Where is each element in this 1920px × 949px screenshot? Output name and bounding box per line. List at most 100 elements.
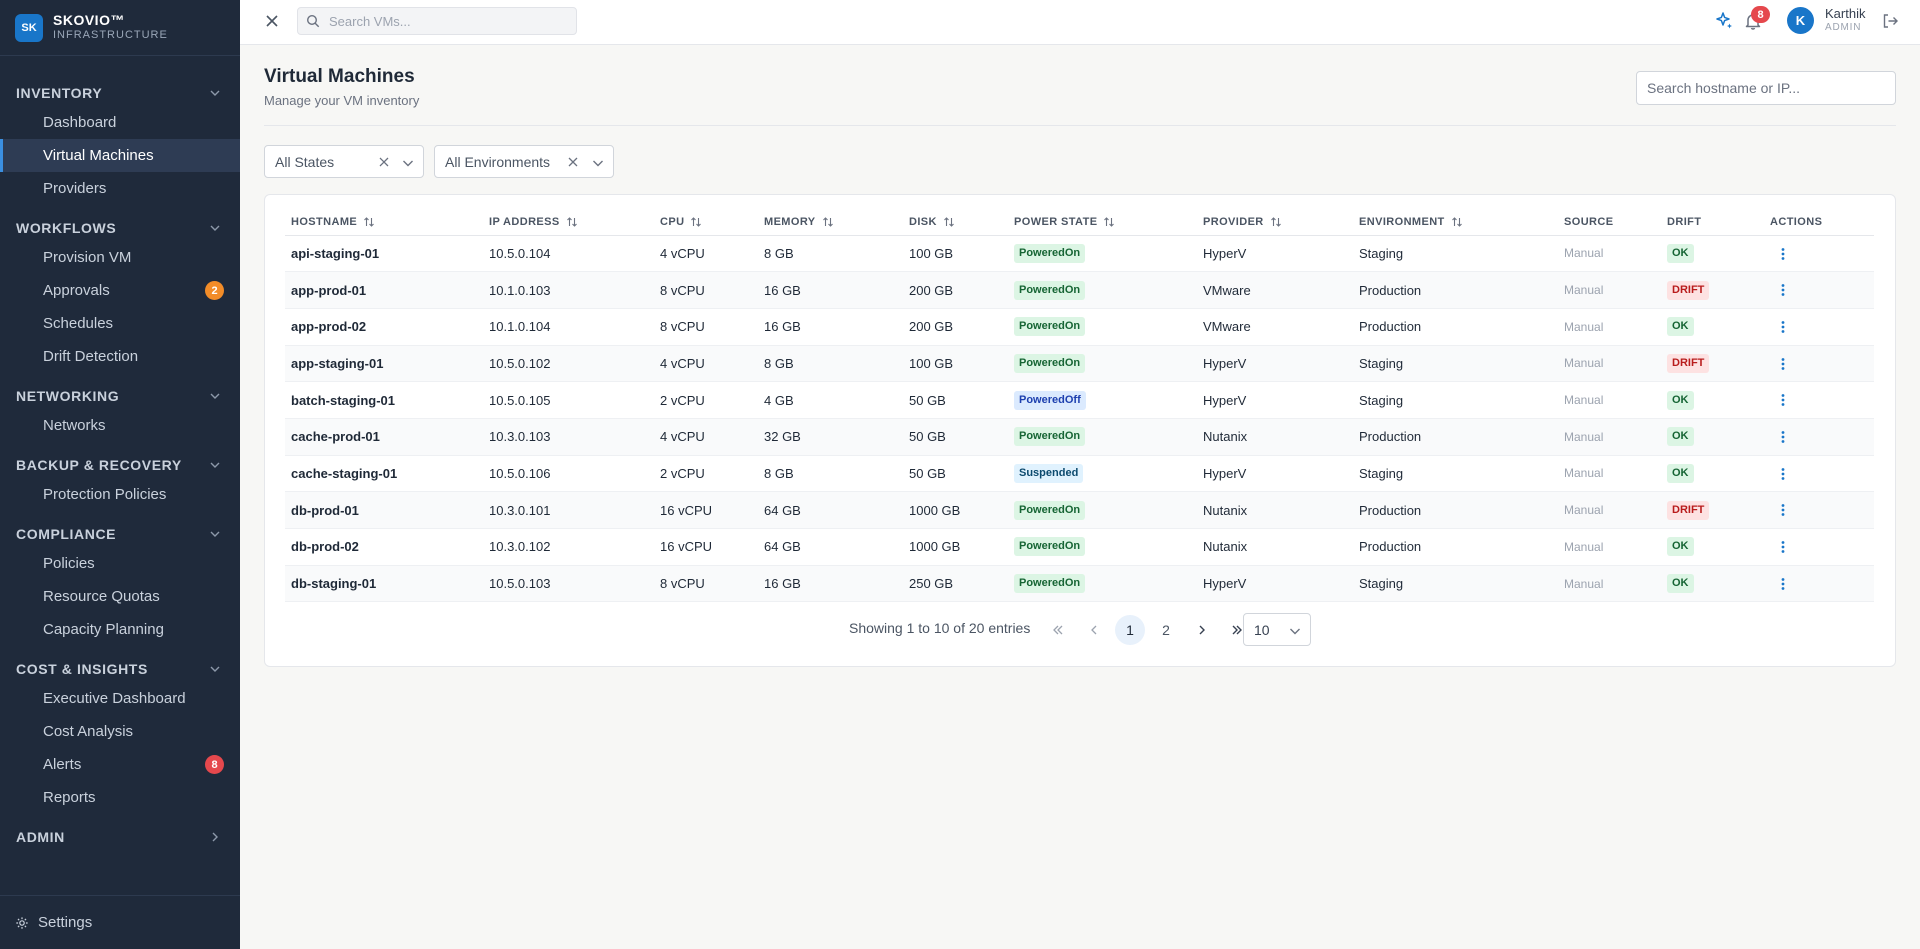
drift-badge: OK — [1667, 537, 1694, 557]
column-header-memory[interactable]: MEMORY — [758, 209, 903, 236]
page-button-2[interactable]: 2 — [1162, 622, 1170, 638]
kebab-menu-icon[interactable] — [1775, 576, 1791, 592]
sort-icon[interactable] — [943, 216, 955, 228]
sidebar-section-cost-insights[interactable]: COST & INSIGHTS — [0, 656, 240, 682]
cell-ip: 10.1.0.103 — [483, 271, 654, 309]
sidebar-item-executive-dashboard[interactable]: Executive Dashboard — [0, 682, 240, 715]
sidebar-item-policies[interactable]: Policies — [0, 547, 240, 580]
avatar[interactable]: K — [1787, 7, 1814, 34]
sidebar-item-protection-policies[interactable]: Protection Policies — [0, 478, 240, 511]
cell-actions — [1764, 308, 1874, 346]
cell-ip: 10.1.0.104 — [483, 308, 654, 346]
sidebar-section-admin[interactable]: ADMIN — [0, 824, 240, 850]
sidebar-section-inventory[interactable]: INVENTORY — [0, 80, 240, 106]
kebab-menu-icon[interactable] — [1775, 356, 1791, 372]
prev-page-button[interactable] — [1079, 615, 1109, 645]
ai-sparkle-icon[interactable] — [1713, 10, 1735, 32]
vm-search-input[interactable] — [329, 13, 559, 29]
column-header-hostname[interactable]: HOSTNAME — [285, 209, 483, 236]
sidebar-item-approvals[interactable]: Approvals 2 — [0, 274, 240, 307]
sort-icon[interactable] — [566, 216, 578, 228]
sidebar-item-label: Schedules — [43, 315, 114, 332]
cell-hostname: app-prod-02 — [285, 308, 483, 346]
kebab-menu-icon[interactable] — [1775, 466, 1791, 482]
sort-icon[interactable] — [690, 216, 702, 228]
column-header-environment[interactable]: ENVIRONMENT — [1353, 209, 1558, 236]
kebab-menu-icon[interactable] — [1775, 429, 1791, 445]
table-row[interactable]: batch-staging-01 10.5.0.105 2 vCPU 4 GB 50 G… — [285, 381, 1874, 419]
table-row[interactable]: app-prod-01 10.1.0.103 8 vCPU 16 GB 200 GB Po… — [285, 271, 1874, 309]
column-header-cpu[interactable]: CPU — [654, 209, 758, 236]
logout-icon[interactable] — [1881, 12, 1899, 30]
page-button-1[interactable]: 1 — [1115, 615, 1145, 645]
sidebar-section-backup-recovery[interactable]: BACKUP & RECOVERY — [0, 452, 240, 478]
next-page-button[interactable] — [1187, 615, 1217, 645]
sidebar-item-virtual-machines[interactable]: Virtual Machines — [0, 139, 240, 172]
close-icon[interactable] — [263, 12, 281, 30]
table-row[interactable]: cache-prod-01 10.3.0.103 4 vCPU 32 GB 50 GB P… — [285, 418, 1874, 456]
sidebar-item-alerts[interactable]: Alerts 8 — [0, 748, 240, 781]
cell-cpu: 4 vCPU — [654, 418, 758, 456]
sidebar-item-capacity-planning[interactable]: Capacity Planning — [0, 613, 240, 646]
sidebar-item-cost-analysis[interactable]: Cost Analysis — [0, 715, 240, 748]
divider — [264, 125, 1896, 126]
sidebar-item-provision-vm[interactable]: Provision VM — [0, 241, 240, 274]
cell-cpu: 2 vCPU — [654, 381, 758, 419]
sidebar-section-title: NETWORKING — [16, 388, 120, 404]
column-header-provider[interactable]: PROVIDER — [1197, 209, 1353, 236]
sidebar-item-drift-detection[interactable]: Drift Detection — [0, 340, 240, 373]
kebab-menu-icon[interactable] — [1775, 392, 1791, 408]
sort-icon[interactable] — [822, 216, 834, 228]
cell-ip: 10.5.0.106 — [483, 455, 654, 493]
sidebar-item-label: Providers — [43, 180, 107, 197]
sidebar-section-compliance[interactable]: COMPLIANCE — [0, 521, 240, 547]
cell-actions — [1764, 235, 1874, 273]
sort-icon[interactable] — [363, 216, 375, 228]
kebab-menu-icon[interactable] — [1775, 282, 1791, 298]
environment-filter[interactable]: All Environments — [434, 145, 614, 178]
first-page-button[interactable] — [1043, 615, 1073, 645]
table-row[interactable]: app-prod-02 10.1.0.104 8 vCPU 16 GB 200 GB Po… — [285, 308, 1874, 346]
last-page-button[interactable] — [1222, 615, 1252, 645]
kebab-menu-icon[interactable] — [1775, 246, 1791, 262]
vm-table: HOSTNAME IP ADDRESS CPU MEMORY DISK POWER STA… — [285, 209, 1874, 603]
chevron-left-icon — [1091, 625, 1097, 635]
sort-icon[interactable] — [1270, 216, 1282, 228]
column-header-power-state[interactable]: POWER STATE — [1008, 209, 1197, 236]
page-size-select[interactable]: 10 — [1243, 613, 1311, 646]
table-row[interactable]: cache-staging-01 10.5.0.106 2 vCPU 8 GB 50 G… — [285, 455, 1874, 493]
table-row[interactable]: db-prod-01 10.3.0.101 16 vCPU 64 GB 1000 GB P… — [285, 491, 1874, 529]
sidebar-item-reports[interactable]: Reports — [0, 781, 240, 814]
table-row[interactable]: api-staging-01 10.5.0.104 4 vCPU 8 GB 100 GB… — [285, 235, 1874, 273]
state-filter[interactable]: All States — [264, 145, 424, 178]
kebab-menu-icon[interactable] — [1775, 502, 1791, 518]
sort-icon[interactable] — [1451, 216, 1463, 228]
sidebar-item-dashboard[interactable]: Dashboard — [0, 106, 240, 139]
sidebar-section-networking[interactable]: NETWORKING — [0, 383, 240, 409]
brand[interactable]: SK SKOVIO™ INFRASTRUCTURE — [0, 0, 240, 56]
column-header-label: MEMORY — [764, 215, 816, 228]
cell-cpu: 8 vCPU — [654, 308, 758, 346]
sidebar-item-resource-quotas[interactable]: Resource Quotas — [0, 580, 240, 613]
table-row[interactable]: db-staging-01 10.5.0.103 8 vCPU 16 GB 250 GB… — [285, 565, 1874, 603]
hostname-search-input[interactable] — [1636, 71, 1896, 105]
sidebar-item-providers[interactable]: Providers — [0, 172, 240, 205]
kebab-menu-icon[interactable] — [1775, 319, 1791, 335]
pagination-summary: Showing 1 to 10 of 20 entries — [849, 620, 1031, 636]
column-header-source: SOURCE — [1558, 209, 1661, 236]
sort-icon[interactable] — [1103, 216, 1115, 228]
clear-icon[interactable] — [377, 155, 391, 169]
cell-disk: 50 GB — [903, 455, 1008, 493]
sidebar-item-networks[interactable]: Networks — [0, 409, 240, 442]
table-row[interactable]: db-prod-02 10.3.0.102 16 vCPU 64 GB 1000 GB P… — [285, 528, 1874, 566]
column-header-disk[interactable]: DISK — [903, 209, 1008, 236]
kebab-menu-icon[interactable] — [1775, 539, 1791, 555]
cell-environment: Production — [1353, 308, 1558, 346]
column-header-ip-address[interactable]: IP ADDRESS — [483, 209, 654, 236]
table-row[interactable]: app-staging-01 10.5.0.102 4 vCPU 8 GB 100 GB… — [285, 345, 1874, 383]
cell-drift: OK — [1661, 308, 1764, 346]
sidebar-item-schedules[interactable]: Schedules — [0, 307, 240, 340]
clear-icon[interactable] — [566, 155, 580, 169]
sidebar-section-workflows[interactable]: WORKFLOWS — [0, 215, 240, 241]
settings-link[interactable]: Settings — [0, 895, 240, 949]
